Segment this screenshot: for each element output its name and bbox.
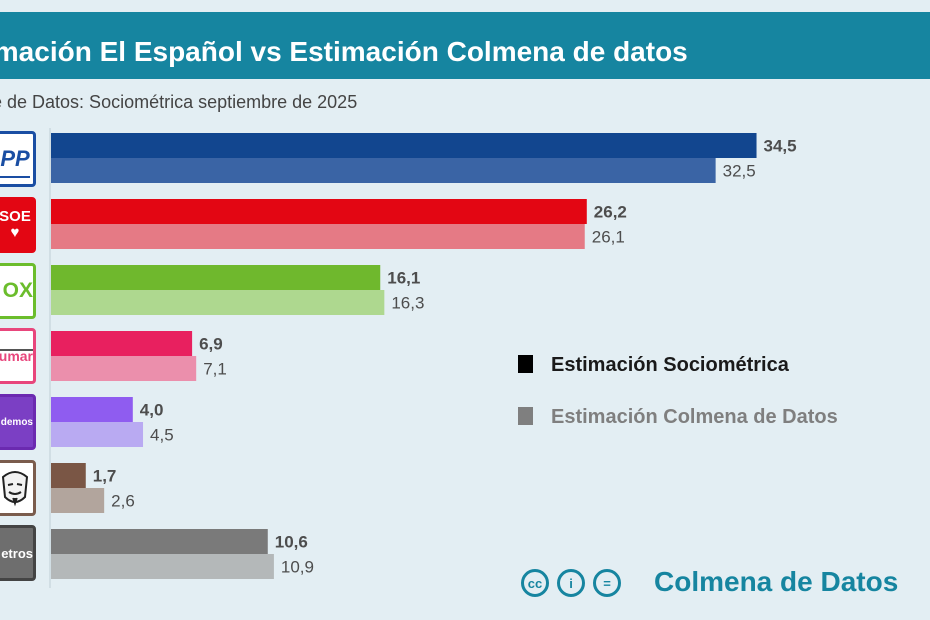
- data-label-podemos-sociometrica: 4,0: [140, 401, 164, 420]
- brand-name: Colmena de Datos: [654, 566, 899, 597]
- vox-logo-text: OX: [2, 279, 33, 302]
- cc-icon: cc: [521, 569, 549, 597]
- data-label-psoe-colmena: 26,1: [592, 228, 625, 247]
- bar-pp-sociometrica: [51, 133, 757, 158]
- by-icon: i: [557, 569, 585, 597]
- data-label-vox-colmena: 16,3: [391, 294, 424, 313]
- bar-otros-colmena: [51, 554, 274, 579]
- psoe-logo: SOE ♥: [0, 197, 36, 253]
- data-label-podemos-colmena: 4,5: [150, 426, 174, 445]
- pp-logo: PP: [0, 131, 36, 187]
- license-icons: cc i =: [521, 569, 621, 597]
- data-label-pp-sociometrica: 34,5: [764, 137, 797, 156]
- bar-vox-colmena: [51, 290, 385, 315]
- data-label-vox-sociometrica: 16,1: [387, 269, 420, 288]
- bar-salf-sociometrica: [51, 463, 86, 488]
- vox-logo: OX: [0, 263, 36, 319]
- title-bar: imación El Español vs Estimación Colmena…: [0, 12, 930, 79]
- bar-vox-sociometrica: [51, 265, 381, 290]
- bar-podemos-sociometrica: [51, 397, 133, 422]
- legend-item-sociometrica: Estimación Sociométrica: [518, 354, 789, 377]
- legend-item-colmena: Estimación Colmena de Datos: [518, 406, 838, 429]
- data-label-otros-sociometrica: 10,6: [275, 533, 308, 552]
- bar-otros-sociometrica: [51, 529, 268, 554]
- legend-swatch-colmena: [518, 407, 533, 425]
- podemos-logo-text: demos: [0, 416, 33, 428]
- salf-logo: [0, 460, 36, 516]
- bar-psoe-colmena: [51, 224, 585, 249]
- data-label-sumar-sociometrica: 6,9: [199, 335, 223, 354]
- data-label-salf-sociometrica: 1,7: [93, 467, 117, 486]
- data-label-psoe-sociometrica: 26,2: [594, 203, 627, 222]
- otros-logo: etros: [0, 525, 36, 581]
- data-label-pp-colmena: 32,5: [723, 162, 756, 181]
- bar-psoe-sociometrica: [51, 199, 587, 224]
- heart-icon: ♥: [10, 224, 20, 241]
- legend-label-sociometrica: Estimación Sociométrica: [551, 354, 789, 376]
- podemos-logo: demos: [0, 394, 36, 450]
- pp-logo-text: PP: [0, 146, 30, 171]
- pp-logo-underline: [0, 176, 30, 178]
- psoe-logo-text: SOE: [0, 208, 31, 225]
- bar-salf-colmena: [51, 488, 105, 513]
- sumar-logo-text: umar: [0, 348, 33, 364]
- data-label-sumar-colmena: 7,1: [203, 360, 227, 379]
- sumar-logo: umar: [0, 328, 36, 384]
- data-label-salf-colmena: 2,6: [111, 492, 135, 511]
- legend-label-colmena: Estimación Colmena de Datos: [551, 406, 838, 428]
- bar-sumar-sociometrica: [51, 331, 193, 356]
- data-label-otros-colmena: 10,9: [281, 558, 314, 577]
- legend-swatch-sociometrica: [518, 355, 533, 373]
- nd-icon: =: [593, 569, 621, 597]
- bar-sumar-colmena: [51, 356, 197, 381]
- mask-icon: [1, 471, 29, 507]
- chart-title: imación El Español vs Estimación Colmena…: [0, 36, 688, 67]
- chart-subtitle: e de Datos: Sociométrica septiembre de 2…: [0, 92, 358, 112]
- sumar-logo-line: [0, 349, 33, 351]
- otros-logo-text: etros: [1, 545, 33, 561]
- bar-podemos-colmena: [51, 422, 144, 447]
- bar-pp-colmena: [51, 158, 716, 183]
